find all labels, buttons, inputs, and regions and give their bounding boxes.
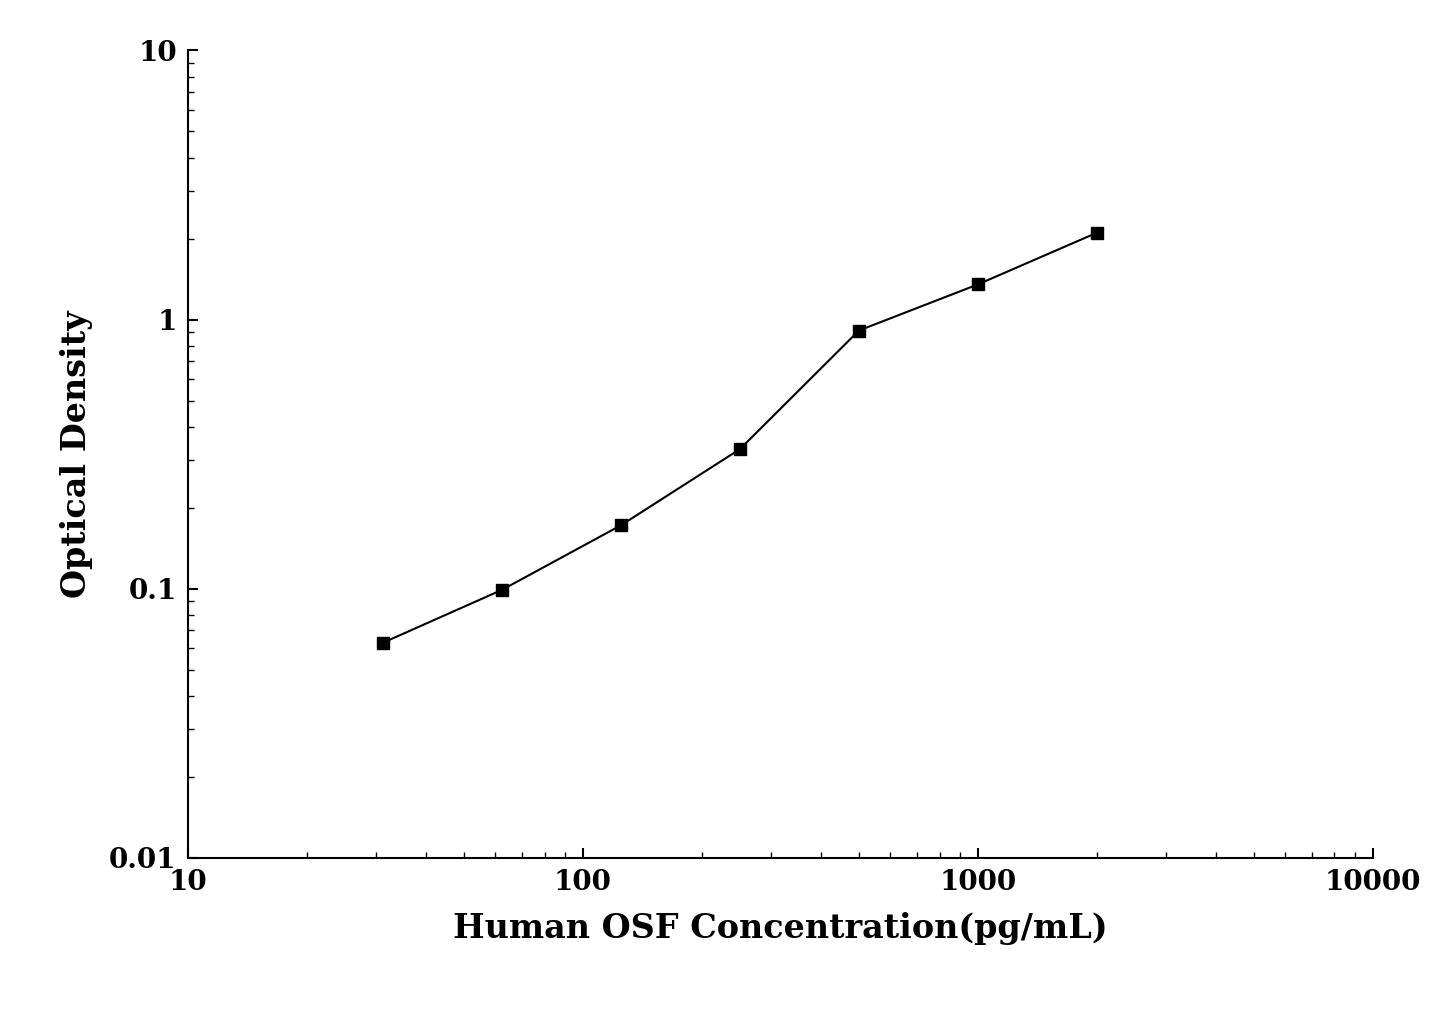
Y-axis label: Optical Density: Optical Density [59, 310, 92, 598]
X-axis label: Human OSF Concentration(pg/mL): Human OSF Concentration(pg/mL) [452, 912, 1108, 945]
